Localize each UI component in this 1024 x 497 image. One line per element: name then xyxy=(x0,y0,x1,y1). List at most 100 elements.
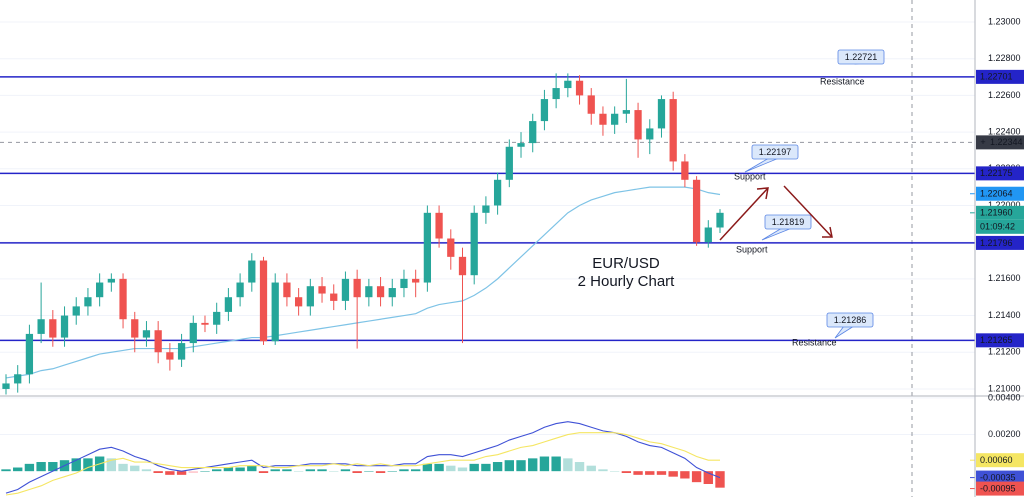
arrow-head xyxy=(822,226,833,238)
plot-area: 1.22721 Resistance 1.22197 Support 1.21819 Su… xyxy=(0,49,975,496)
price-label-box xyxy=(976,205,1024,220)
price-label-box xyxy=(976,470,1024,485)
price-label: 0.00060 xyxy=(980,455,1013,465)
crosshair-box xyxy=(976,135,1024,150)
histogram-bar xyxy=(598,469,608,472)
histogram-bar xyxy=(153,471,163,474)
candle-body xyxy=(681,161,689,180)
price-label: 1.21796 xyxy=(980,238,1013,248)
candle-body xyxy=(669,99,677,162)
moving-average xyxy=(5,186,721,379)
histogram-bar xyxy=(691,471,702,483)
chart-subtitle: 2 Hourly Chart xyxy=(578,273,676,290)
y-tick-label: 1.21600 xyxy=(988,273,1021,283)
candle-body xyxy=(447,238,455,257)
histogram-bar xyxy=(223,467,234,472)
histogram-bar xyxy=(340,469,351,472)
histogram-bar xyxy=(1,469,11,472)
histogram-bar xyxy=(83,458,93,472)
price-label-box xyxy=(976,481,1024,496)
candle-body xyxy=(482,205,490,213)
histogram-bar xyxy=(434,463,444,472)
histogram-bar xyxy=(609,471,620,472)
candle-body xyxy=(575,80,584,96)
candle-body xyxy=(96,282,104,298)
y-tick-label: 1.21400 xyxy=(988,310,1021,320)
candle-body xyxy=(704,227,712,243)
histogram-bar xyxy=(130,465,140,472)
candle-body xyxy=(634,110,642,140)
candle-body xyxy=(540,99,549,122)
callout-box xyxy=(826,312,874,328)
candle-body xyxy=(646,128,654,140)
candle-body xyxy=(423,212,432,283)
candle-body xyxy=(166,352,174,360)
candle-body xyxy=(552,88,560,100)
callout-value: 1.21819 xyxy=(772,217,805,227)
candle-body xyxy=(611,113,619,125)
candle-body xyxy=(72,306,80,316)
histogram-bar xyxy=(36,462,46,472)
candle-body xyxy=(365,286,373,298)
chart-title: EUR/USD xyxy=(592,255,660,272)
candle-body xyxy=(283,282,291,298)
callout-pointer xyxy=(761,227,793,241)
candle-body xyxy=(271,282,279,342)
callout-value: 1.21286 xyxy=(834,315,867,325)
candle-body xyxy=(412,278,420,283)
candle-body xyxy=(177,343,186,360)
candle-body xyxy=(213,311,221,325)
histogram-bar xyxy=(504,460,514,472)
histogram-bar xyxy=(352,471,362,474)
histogram-bar xyxy=(212,469,222,472)
arrow-up xyxy=(719,187,769,241)
y-tick-label: 0.00200 xyxy=(988,429,1021,439)
candle-body xyxy=(622,110,630,114)
callout-pointer xyxy=(834,325,855,339)
histogram-bar xyxy=(13,467,23,472)
callout-pointer xyxy=(744,157,780,173)
candle-body xyxy=(505,146,513,180)
projection-arrows xyxy=(719,185,833,241)
histogram-bar xyxy=(317,469,327,472)
callout-text: Resistance xyxy=(820,76,865,86)
histogram-bar xyxy=(715,471,725,488)
histogram-bar xyxy=(481,463,491,472)
candle-body xyxy=(458,256,467,276)
price-label: 1.22701 xyxy=(980,72,1013,82)
y-tick-label: 1.23000 xyxy=(988,16,1021,26)
candle-body xyxy=(14,374,22,384)
candle-body xyxy=(564,80,572,89)
candle-body xyxy=(119,278,127,320)
price-label-box xyxy=(976,453,1024,468)
candle-body xyxy=(692,179,701,243)
price-axis: 1.210001.212001.214001.216001.218001.220… xyxy=(976,16,1024,496)
callout-text: Support xyxy=(734,171,766,181)
candle-body xyxy=(142,330,151,338)
candle-body xyxy=(353,278,361,298)
candle-body xyxy=(493,179,502,206)
y-tick-label: 1.21000 xyxy=(988,383,1021,393)
callout-box xyxy=(764,214,812,230)
callout-value: 1.22197 xyxy=(759,147,792,157)
y-tick-label: 1.22600 xyxy=(988,90,1021,100)
callout-box xyxy=(837,49,885,65)
candle-body xyxy=(259,260,268,342)
price-label-box xyxy=(976,186,1024,201)
y-tick-label: 0.00400 xyxy=(988,392,1021,402)
candle-body xyxy=(49,319,57,338)
candle-body xyxy=(657,99,666,129)
candle-body xyxy=(2,383,10,389)
histogram-bar xyxy=(200,471,210,472)
price-label: 1.22175 xyxy=(980,168,1013,178)
histogram-bar xyxy=(375,471,386,474)
callout-text: Resistance xyxy=(792,337,837,347)
candle-body xyxy=(318,286,326,294)
histogram-bar xyxy=(551,456,561,472)
candle-body xyxy=(388,288,396,298)
candle-body xyxy=(470,212,478,276)
candle-body xyxy=(599,113,607,125)
histogram-bar xyxy=(422,463,433,472)
histogram-bar xyxy=(668,471,678,477)
histogram-bar xyxy=(106,458,117,472)
